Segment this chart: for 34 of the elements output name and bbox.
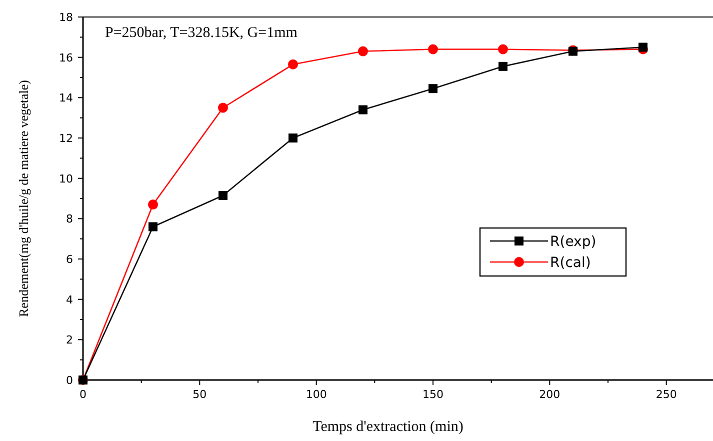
point <box>218 102 228 113</box>
point <box>358 46 368 56</box>
point <box>428 44 438 54</box>
point <box>148 200 158 210</box>
y-tick-label: 16 <box>59 51 73 64</box>
x-tick-label: 0 <box>80 388 86 401</box>
y-tick-label: 12 <box>59 132 73 145</box>
x-axis-title: Temps d'extraction (min) <box>312 419 464 435</box>
point <box>498 62 508 71</box>
point <box>358 105 368 114</box>
y-tick-label: 0 <box>66 374 73 387</box>
y-tick-label: 8 <box>66 212 73 226</box>
y-tick-label: 18 <box>59 11 73 24</box>
point <box>288 134 298 142</box>
y-tick-label: 10 <box>59 172 73 186</box>
annotation: P=250bar, T=328.15K, G=1mm <box>105 25 298 41</box>
point <box>498 44 508 54</box>
x-tick-label: 200 <box>539 388 560 401</box>
point <box>288 59 298 70</box>
x-tick-label: 50 <box>192 388 207 401</box>
point <box>638 42 648 52</box>
point <box>428 84 438 94</box>
y-axis-title: Rendement(mg d'huile/g de matiere vegetale) <box>16 80 31 317</box>
x-tick-label: 150 <box>422 388 444 401</box>
y-tick-label: 6 <box>66 253 73 266</box>
x-tick-label: 100 <box>306 388 327 401</box>
point <box>148 222 158 232</box>
x-tick-label: 250 <box>656 388 677 401</box>
point <box>218 190 228 200</box>
y-tick-label: 14 <box>59 92 73 105</box>
y-tick-label: 4 <box>66 293 73 306</box>
legend-label: R(cal) <box>550 255 591 271</box>
y-tick-label: 2 <box>66 334 73 347</box>
legend-label: R(exp) <box>550 234 596 250</box>
